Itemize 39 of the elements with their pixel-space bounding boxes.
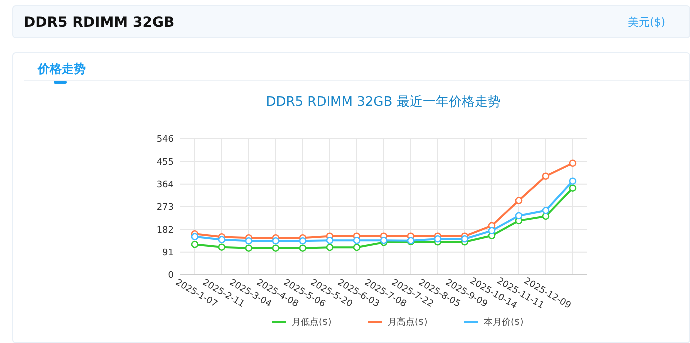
point [299,237,307,245]
point [515,197,523,204]
text: 价格走势 [37,62,86,76]
legend-label: 月低点($) [292,317,332,328]
y-tick-label: 182 [156,226,174,236]
chart-title: DDR5 RDIMM 32GB 最近一年价格走势 [266,95,501,110]
y-tick-label: 0 [168,271,174,282]
point [461,235,469,243]
point [218,244,226,251]
y-tick-label: 273 [156,203,174,214]
point [245,244,253,252]
point [191,233,199,241]
legend-label: 月高点($) [388,317,428,328]
y-tick-label: 546 [156,135,174,146]
point [272,244,280,252]
text: DDR5 RDIMM 32GB [24,15,175,31]
point [488,227,496,235]
point [353,236,361,244]
y-tick-label: 455 [156,158,174,168]
point [542,212,550,220]
point [569,160,577,168]
point [515,212,523,220]
legend-label: 本月价($) [484,317,524,328]
point [299,244,307,252]
point [542,207,550,214]
y-tick-label: 91 [162,248,174,258]
point [326,244,334,252]
point [434,235,442,243]
point [569,178,577,185]
point [569,184,577,192]
point [353,244,361,252]
point [245,237,253,245]
point [191,240,199,248]
point [272,237,280,245]
text: 美元($) [628,16,666,29]
point [326,236,334,244]
point [542,172,550,180]
y-tick-label: 364 [156,180,174,190]
point [218,236,226,244]
